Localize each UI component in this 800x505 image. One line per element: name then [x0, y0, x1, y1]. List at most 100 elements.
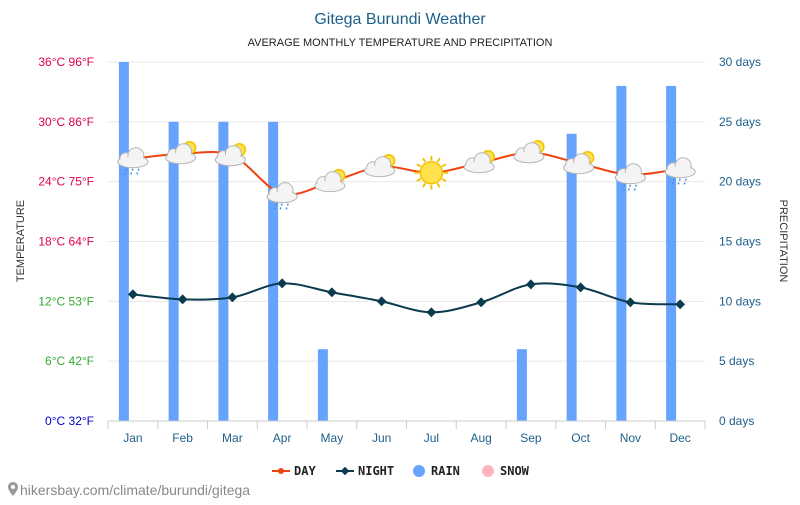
- x-tick-label: Apr: [273, 431, 292, 445]
- cloud-part: [376, 159, 390, 173]
- site-link[interactable]: hikersbay.com/climate/burundi/gitega: [20, 482, 250, 498]
- rain-drop: [633, 184, 638, 191]
- cloud-part: [177, 146, 191, 160]
- weather-icons: [117, 139, 696, 210]
- map-pin-icon: [8, 482, 18, 496]
- cloud-rain-icon: [664, 157, 696, 185]
- y-right-tick-label: 5 days: [719, 354, 754, 368]
- cloud-rain-icon: [614, 163, 646, 191]
- x-tick-label: May: [321, 431, 344, 445]
- y-left-tick-label: 0°C 32°F: [45, 414, 94, 428]
- rain-drop: [273, 203, 277, 210]
- rain-bars: [118, 62, 677, 422]
- x-tick-label: Jun: [372, 431, 391, 445]
- x-tick-label: Feb: [172, 431, 193, 445]
- sun-ray: [422, 182, 426, 188]
- rain-drop: [683, 178, 687, 185]
- sun-ray: [436, 182, 441, 188]
- axes: 0°C 32°F 6°C 42°F 12°C 53°F 18°C 64°F 24°C 7…: [38, 55, 761, 445]
- rain-bar: [516, 349, 527, 421]
- sun-ray: [441, 163, 447, 168]
- partly-cloudy-icon: [165, 140, 197, 165]
- legend-item-day[interactable]: DAY: [272, 464, 316, 478]
- cloud-part: [278, 185, 292, 199]
- legend-day-marker-icon: [278, 468, 284, 474]
- night-point: [277, 278, 288, 289]
- partly-cloudy-icon: [563, 150, 595, 175]
- rain-bar: [616, 85, 627, 421]
- temperature-lines: [127, 150, 686, 318]
- night-point: [227, 292, 238, 303]
- legend-label: RAIN: [431, 464, 460, 478]
- cloud-part: [129, 150, 143, 164]
- y-right-tick-label: 30 days: [719, 55, 761, 69]
- rain-drop: [627, 184, 632, 191]
- sun-ray: [441, 178, 447, 182]
- rain-drop: [621, 184, 626, 191]
- legend-item-rain[interactable]: RAIN: [413, 464, 460, 478]
- y-left-tick-label: 36°C 96°F: [38, 55, 94, 69]
- y-left-tick-label: 30°C 86°F: [38, 115, 94, 129]
- x-tick-label: Nov: [620, 431, 641, 445]
- legend-label: DAY: [294, 464, 316, 478]
- night-line: [132, 282, 681, 314]
- y-axis-left-label: TEMPERATURE: [15, 200, 27, 282]
- chart-title: Gitega Burundi Weather: [314, 11, 486, 28]
- partly-cloudy-icon: [214, 142, 247, 167]
- night-point: [326, 287, 337, 298]
- x-tick-label: Dec: [669, 431, 690, 445]
- footer[interactable]: hikersbay.com/climate/burundi/gitega: [8, 482, 250, 498]
- partly-cloudy-icon: [364, 153, 396, 178]
- legend-night-marker-icon: [340, 466, 350, 476]
- rain-bar: [566, 133, 577, 422]
- x-tick-label: Mar: [222, 431, 243, 445]
- sun-disc: [419, 160, 444, 185]
- rain-bar: [118, 62, 129, 421]
- x-tick-label: Jul: [424, 431, 439, 445]
- legend: DAY NIGHT RAIN SNOW: [272, 464, 530, 478]
- y-left-tick-label: 24°C 75°F: [38, 175, 94, 189]
- sun-ray: [416, 178, 422, 182]
- y-right-tick-label: 0 days: [719, 414, 754, 428]
- legend-rain-dot-icon: [413, 465, 425, 477]
- legend-label: SNOW: [500, 464, 530, 478]
- gridlines: [108, 61, 705, 422]
- legend-item-snow[interactable]: SNOW: [482, 464, 530, 478]
- night-point: [476, 297, 487, 308]
- legend-snow-dot-icon: [482, 465, 494, 477]
- cloud-part: [525, 145, 539, 159]
- rain-drop: [285, 203, 289, 210]
- sun-ray: [422, 157, 426, 163]
- day-line: [132, 151, 681, 196]
- rain-drop: [124, 168, 128, 175]
- cloud-part: [626, 166, 640, 180]
- cloud-part: [475, 155, 489, 169]
- y-right-tick-label: 20 days: [719, 175, 761, 189]
- rain-bar: [218, 121, 229, 421]
- rain-drop: [136, 168, 140, 175]
- x-tick-label: Sep: [520, 431, 542, 445]
- legend-item-night[interactable]: NIGHT: [336, 464, 394, 478]
- rain-drop: [671, 178, 675, 185]
- sun-ray: [416, 163, 422, 168]
- y-right-tick-label: 25 days: [719, 115, 761, 129]
- legend-label: NIGHT: [358, 464, 394, 478]
- cloud-rain-icon: [266, 182, 298, 210]
- partly-cloudy-icon: [314, 168, 346, 193]
- partly-cloudy-icon: [513, 139, 545, 164]
- y-right-tick-label: 10 days: [719, 294, 761, 308]
- night-point: [426, 307, 437, 318]
- cloud-rain-icon: [117, 147, 149, 175]
- night-point: [376, 296, 387, 307]
- x-tick-label: Jan: [123, 431, 142, 445]
- cloud-part: [676, 160, 690, 174]
- x-tick-label: Oct: [571, 431, 590, 445]
- y-left-tick-label: 18°C 64°F: [38, 235, 94, 249]
- rain-bar: [317, 349, 328, 421]
- rain-bar: [168, 121, 179, 421]
- night-point: [675, 299, 686, 310]
- night-point: [177, 294, 188, 305]
- x-tick-label: Aug: [470, 431, 491, 445]
